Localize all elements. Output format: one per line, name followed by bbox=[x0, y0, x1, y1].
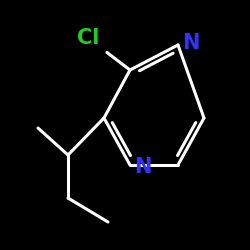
Text: N: N bbox=[134, 157, 152, 177]
Text: N: N bbox=[182, 33, 200, 53]
Text: Cl: Cl bbox=[77, 28, 99, 48]
